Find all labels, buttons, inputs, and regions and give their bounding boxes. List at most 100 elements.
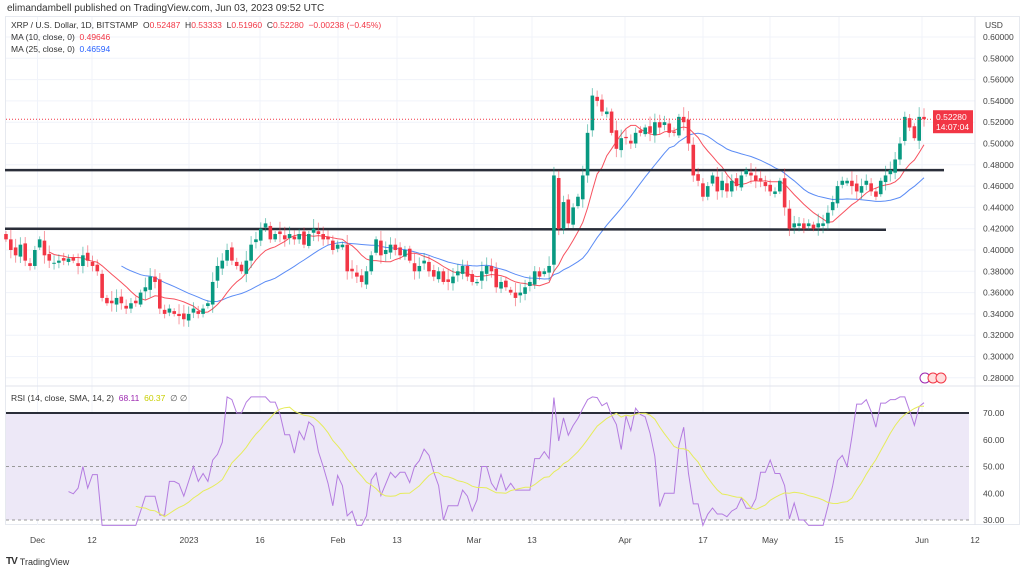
candle xyxy=(355,265,359,284)
candle-body xyxy=(244,260,249,274)
candle-body xyxy=(340,244,345,248)
ma25-label: MA (25, close, 0) xyxy=(11,44,75,54)
candle xyxy=(854,174,859,199)
candle xyxy=(143,277,148,300)
candle xyxy=(61,252,66,266)
candle-body xyxy=(653,122,657,136)
candle-body xyxy=(263,223,268,228)
candle-body xyxy=(845,180,849,184)
symbol-name[interactable]: XRP / U.S. Dollar, 1D, BITSTAMP xyxy=(11,20,139,30)
rsi-extra: ∅ ∅ xyxy=(170,393,188,403)
candle-body xyxy=(778,180,782,192)
candle xyxy=(532,266,537,289)
currency-label: USD xyxy=(985,20,1003,30)
candle-body xyxy=(643,127,648,135)
candle-body xyxy=(85,252,90,261)
candle xyxy=(590,88,595,137)
tradingview-logo[interactable]: TV TradingView xyxy=(6,556,69,567)
candle xyxy=(845,177,849,186)
candle xyxy=(287,226,292,245)
candle-body xyxy=(580,175,585,200)
low-value: 0.51960 xyxy=(231,20,263,30)
candle-body xyxy=(388,244,393,253)
candle-body xyxy=(383,250,388,255)
candle-body xyxy=(306,234,311,246)
candle xyxy=(369,251,374,275)
candle xyxy=(282,226,287,247)
ma25-line xyxy=(121,132,925,303)
candle xyxy=(244,250,249,283)
candle xyxy=(643,124,648,137)
brand-name: TradingView xyxy=(19,556,70,567)
candle-body xyxy=(158,279,162,309)
candle-body xyxy=(326,236,330,240)
candle xyxy=(922,108,926,127)
candle xyxy=(383,241,388,262)
candle-body xyxy=(686,119,691,144)
candle-body xyxy=(172,311,177,314)
candle xyxy=(758,170,763,188)
candle xyxy=(124,299,128,315)
candle-body xyxy=(720,180,724,191)
candle xyxy=(234,257,239,270)
candle xyxy=(268,221,273,243)
candle-body xyxy=(109,300,114,304)
candle xyxy=(412,253,417,280)
candle xyxy=(263,218,268,232)
candle xyxy=(33,245,37,270)
candle xyxy=(778,177,782,194)
candle-body xyxy=(705,186,710,197)
open-label: O xyxy=(142,20,150,30)
candle xyxy=(604,107,609,118)
candle xyxy=(109,291,114,312)
candle xyxy=(158,273,162,315)
candle xyxy=(633,127,638,148)
price-tick-label: 0.44000 xyxy=(983,202,1014,212)
time-tick-label: 13 xyxy=(392,535,402,545)
candle xyxy=(917,107,921,150)
candle-body xyxy=(460,265,465,274)
candle-body xyxy=(138,292,143,305)
ma10-legend[interactable]: MA (10, close, 0) 0.49646 xyxy=(11,32,110,42)
candle-body xyxy=(523,287,527,294)
candle-body xyxy=(220,260,225,269)
candle-body xyxy=(345,244,350,272)
candle-body xyxy=(47,254,52,261)
candle xyxy=(542,268,547,277)
candle-body xyxy=(667,123,672,133)
candle xyxy=(114,289,119,312)
candle-body xyxy=(633,132,638,144)
candle-body xyxy=(225,250,229,261)
event-icons[interactable] xyxy=(919,372,947,384)
candle-body xyxy=(105,297,109,304)
ma25-legend[interactable]: MA (25, close, 0) 0.46594 xyxy=(11,44,110,54)
candle-body xyxy=(268,225,273,240)
candle-body xyxy=(61,258,66,261)
candle xyxy=(609,108,614,136)
candle xyxy=(744,167,748,177)
candle-body xyxy=(893,159,897,173)
candle xyxy=(720,172,724,198)
candle-body xyxy=(81,255,85,266)
candle-body xyxy=(590,95,595,131)
candle-body xyxy=(600,99,604,112)
candle xyxy=(840,176,845,189)
candle xyxy=(537,267,542,281)
countdown-timer: 14:07:04 xyxy=(936,122,969,132)
candle-body xyxy=(76,263,80,266)
candle-body xyxy=(258,228,263,241)
candle-body xyxy=(114,297,119,305)
candle xyxy=(653,113,657,143)
candle-body xyxy=(749,172,753,176)
candle-body xyxy=(9,239,13,250)
candle-body xyxy=(124,305,128,309)
ma25-value: 0.46594 xyxy=(79,44,111,54)
candle xyxy=(350,260,354,279)
price-tick-label: 0.38000 xyxy=(983,266,1014,276)
candle xyxy=(76,253,80,275)
candle xyxy=(422,253,426,270)
candle xyxy=(335,240,340,253)
candle xyxy=(403,245,407,261)
rsi-legend[interactable]: RSI (14, close, SMA, 14, 2) 68.11 60.37 … xyxy=(11,393,187,404)
